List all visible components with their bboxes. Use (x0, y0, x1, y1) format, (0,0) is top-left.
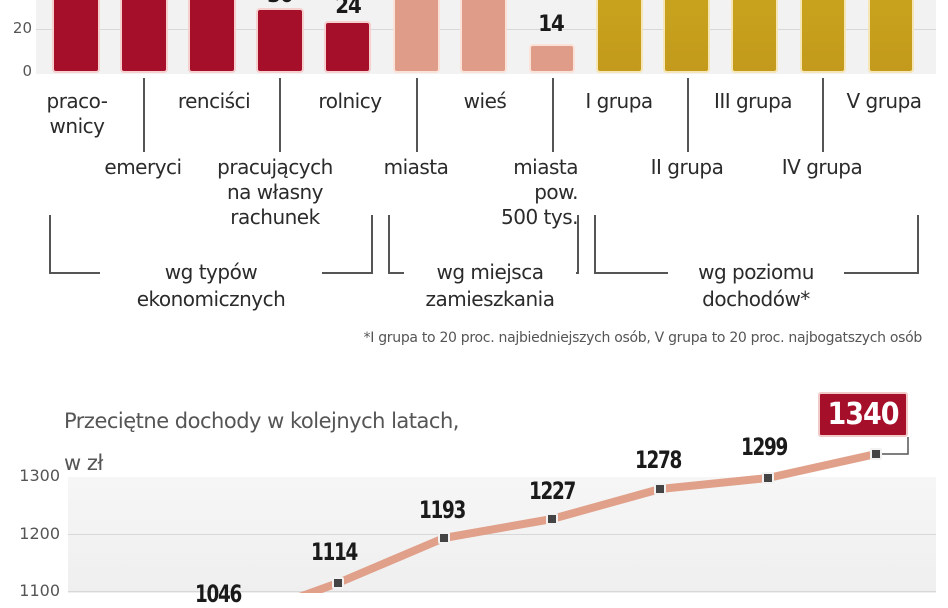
gridline-1100 (68, 591, 936, 592)
category-label-v-grupa: V grupa (846, 89, 922, 113)
line-chart-title: Przeciętne dochody w kolejnych latach, w… (64, 409, 459, 475)
bar-pracujacych-na-wlasny-rachunek (256, 8, 304, 73)
leader-line-miasta-pow (552, 78, 554, 152)
category-label-pracujacych-na-wlasny-rachunek: pracujących na własny rachunek (217, 155, 333, 229)
value-label-14: 14 (538, 12, 565, 37)
point-label-1278: 1278 (635, 446, 682, 474)
point-label-1193: 1193 (419, 496, 466, 524)
category-label-emeryci: emeryci (104, 155, 182, 179)
point-label-1227: 1227 (529, 477, 576, 505)
category-label-i-grupa: I grupa (585, 89, 653, 113)
group-label-wg-typow-ekonomicznych: wg typów ekonomicznych (100, 259, 322, 313)
category-label-miasta: miasta (383, 155, 449, 179)
bar-miasta (393, 0, 440, 73)
bracket-left-edge (49, 215, 51, 274)
y-tick-1200: 1200 (19, 524, 60, 543)
category-label-rolnicy: rolnicy (318, 89, 382, 113)
category-label-iv-grupa: IV grupa (781, 155, 863, 179)
bar-pracownicy (52, 0, 100, 73)
bracket-left-edge (594, 215, 596, 274)
leader-line-pracujacych (279, 78, 281, 152)
bracket-right-edge (917, 215, 919, 274)
category-label-ii-grupa: II grupa (650, 155, 724, 179)
bar-ii-grupa (663, 0, 710, 73)
gridline-1200 (68, 534, 936, 535)
leader-line-iv-grupa (822, 78, 824, 152)
category-label-miasta-pow-500-tys: miasta pow. 500 tys. (501, 155, 579, 229)
leader-line-emeryci (143, 78, 145, 152)
y-tick-20: 20 (12, 19, 32, 37)
bar-iv-grupa (800, 0, 846, 73)
leader-line-miasta (416, 78, 418, 152)
bar-wies (460, 0, 507, 73)
footnote: *I grupa to 20 proc. najbiedniejszych os… (363, 330, 923, 346)
bar-rencisci (188, 0, 236, 73)
bracket-right-edge (577, 215, 579, 274)
y-tick-0: 0 (22, 62, 32, 80)
category-label-iii-grupa: III grupa (713, 89, 793, 113)
group-label-wg-miejsca-zamieszkania: wg miejsca zamieszkania (404, 259, 576, 313)
bracket-right-edge (371, 215, 373, 274)
highlight-callout-1340: 1340 (818, 392, 908, 437)
category-label-pracownicy: praco- wnicy (46, 89, 109, 138)
bar-miasta-pow-500-tys (529, 44, 575, 73)
bar-v-grupa (868, 0, 914, 73)
point-label-1299: 1299 (741, 433, 788, 461)
bar-emeryci (120, 0, 168, 73)
point-label-1046: 1046 (195, 580, 242, 608)
bracket-left-edge (388, 215, 390, 274)
value-label-30: 30 (250, 0, 310, 8)
leader-line-ii-grupa (687, 78, 689, 152)
y-tick-1300: 1300 (19, 466, 60, 485)
bar-rolnicy (324, 21, 371, 73)
bar-iii-grupa (731, 0, 778, 73)
group-label-wg-poziomu-dochodow: wg poziomu dochodów* (668, 259, 844, 313)
income-line-series (298, 437, 909, 593)
value-label-24: 24 (335, 0, 362, 19)
category-label-rencisci: renciści (177, 89, 251, 113)
bar-i-grupa (596, 0, 643, 73)
line-plot-background (68, 477, 936, 593)
point-label-1114: 1114 (311, 538, 358, 566)
category-label-wies: wieś (463, 89, 507, 113)
